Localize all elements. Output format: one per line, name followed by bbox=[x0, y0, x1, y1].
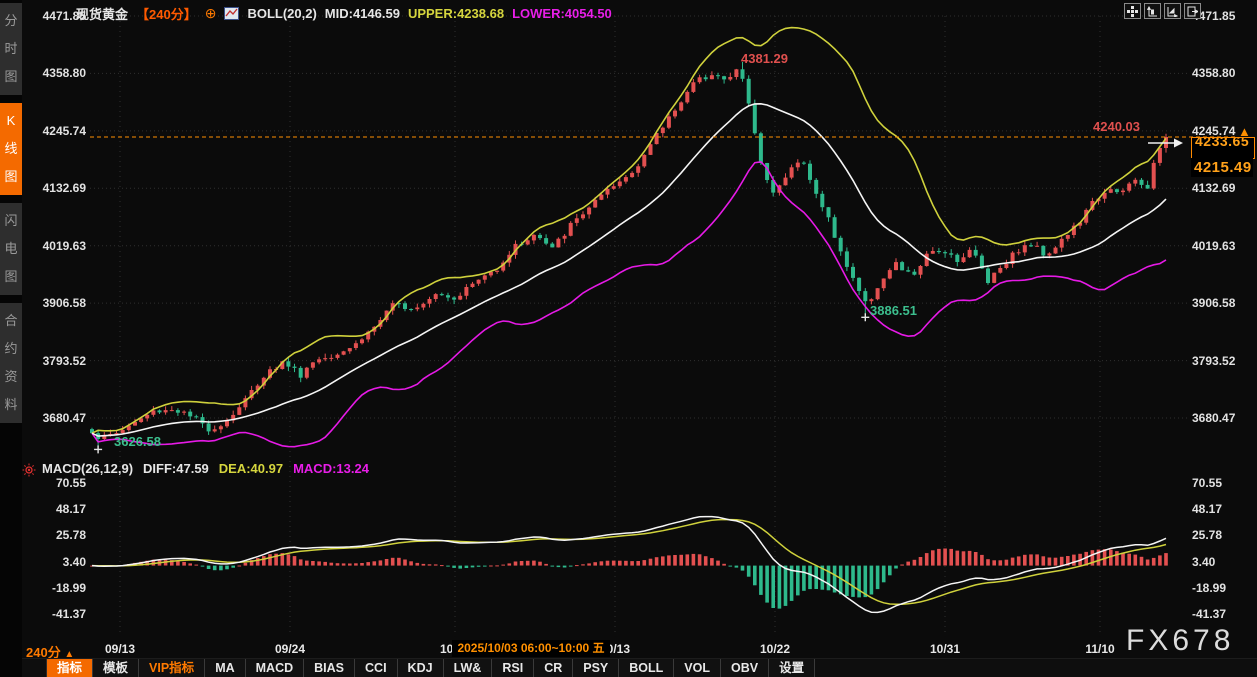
collapse-panel-icon[interactable] bbox=[1184, 3, 1201, 19]
indicator-button-obv[interactable]: OBV bbox=[721, 659, 770, 677]
axR-tick: 4471.85 bbox=[1192, 9, 1236, 23]
axR-tick: 3906.58 bbox=[1192, 296, 1236, 311]
time-axis-label: 10/31 bbox=[929, 642, 961, 656]
macd-diff-value: DIFF:47.59 bbox=[143, 461, 209, 476]
period-selector[interactable]: 240分 ▲ bbox=[26, 645, 75, 660]
boll-upper-value: UPPER:4238.68 bbox=[407, 5, 505, 21]
watermark: FX678 bbox=[1126, 624, 1235, 657]
axMr-tick: 70.55 bbox=[1192, 476, 1223, 490]
indicator-button-ma[interactable]: MA bbox=[205, 659, 246, 677]
axMl-tick: 3.40 bbox=[62, 554, 86, 569]
indicator-button-kdj[interactable]: KDJ bbox=[397, 659, 444, 677]
axMr-tick: 3.40 bbox=[1192, 554, 1216, 569]
indicator-button-rsi[interactable]: RSI bbox=[492, 659, 535, 677]
cursor-price-box: 4215.49 bbox=[1191, 158, 1253, 177]
macd-title: MACD(26,12,9) bbox=[42, 461, 134, 476]
toolbar-spacer bbox=[22, 659, 47, 677]
gridlines bbox=[90, 15, 1188, 632]
x-axis-scale-icon[interactable] bbox=[1164, 3, 1181, 19]
axL-tick: 4358.80 bbox=[42, 66, 86, 81]
indicator-button-lw[interactable]: LW& bbox=[443, 659, 493, 677]
annotation-recent-high: 4240.03 bbox=[1093, 119, 1140, 134]
crosshair-date-tooltip: 2025/10/03 06:00~10:00 五 bbox=[452, 640, 610, 657]
crosshair-move-icon[interactable] bbox=[1124, 3, 1141, 19]
period-caret-icon: ▲ bbox=[64, 649, 75, 660]
sidebar-tab-4[interactable]: 合约资料 bbox=[0, 303, 22, 423]
axL-tick: 3680.47 bbox=[42, 411, 86, 425]
boll-mid-value: MID:4146.59 bbox=[324, 5, 400, 21]
axMr-tick: 25.78 bbox=[1192, 528, 1223, 543]
indicator-button-cci[interactable]: CCI bbox=[355, 659, 398, 677]
macd-macd-value: MACD:13.24 bbox=[293, 461, 369, 476]
boll-indicator-label: BOLL(20,2) bbox=[247, 5, 317, 21]
axL-tick: 4245.74 bbox=[42, 123, 86, 138]
indicator-button-psy[interactable]: PSY bbox=[573, 659, 620, 677]
symbol-name: 现货黄金 bbox=[76, 6, 129, 22]
indicator-button-boll[interactable]: BOLL bbox=[619, 659, 675, 677]
y-axis-scale-icon[interactable] bbox=[1144, 3, 1161, 19]
axR-tick: 4245.74 bbox=[1192, 123, 1236, 138]
macd-panel bbox=[90, 515, 1168, 614]
last-price-arrow-icon: ▲ bbox=[1238, 124, 1251, 139]
axL-tick: 4019.63 bbox=[42, 238, 86, 253]
axL-tick: 3906.58 bbox=[42, 296, 86, 311]
axR-tick: 4358.80 bbox=[1192, 66, 1236, 81]
axMr-tick: -41.37 bbox=[1192, 607, 1227, 621]
axR-tick: 3793.52 bbox=[1192, 353, 1236, 368]
indicator-toolbar: 指标 模板 VIP指标 MA MACD BIAS CCI KDJ LW& RSI CR PSY BOLL… bbox=[22, 658, 1257, 677]
indicator-button-bias[interactable]: BIAS bbox=[304, 659, 356, 677]
boll-lower-value: LOWER:4054.50 bbox=[512, 5, 612, 21]
hot-indicator-icon bbox=[22, 463, 36, 477]
axL-tick: 4471.85 bbox=[42, 9, 86, 23]
annotation-low-mid: 3886.51 bbox=[870, 303, 917, 318]
time-axis-label: 10/22 bbox=[759, 642, 791, 656]
indicator-button-macd[interactable]: MACD bbox=[245, 659, 305, 677]
chart-header: 现货黄金 【240分】 ⊕ BOLL(20,2) MID:4146.59 UPP… bbox=[76, 4, 612, 22]
axR-tick: 4132.69 bbox=[1192, 181, 1236, 196]
chart-toolbar bbox=[1124, 3, 1201, 19]
indicator-button-vol[interactable]: VOL bbox=[674, 659, 721, 677]
axL-tick: 4132.69 bbox=[42, 181, 86, 196]
indicator-button-[interactable]: 设置 bbox=[769, 659, 816, 677]
axMl-tick: -18.99 bbox=[51, 580, 86, 595]
sidebar-tab-3[interactable]: 闪电图 bbox=[0, 203, 22, 295]
period-label: 【240分】 bbox=[136, 6, 197, 22]
axR-tick: 4019.63 bbox=[1192, 238, 1236, 253]
axMr-tick: -18.99 bbox=[1192, 580, 1227, 595]
annotation-peak-high: 4381.29 bbox=[741, 51, 788, 66]
candles bbox=[90, 62, 1168, 446]
axMr-tick: 48.17 bbox=[1192, 502, 1223, 517]
axMl-tick: -41.37 bbox=[51, 607, 86, 621]
indicator-thumbnail-icon[interactable] bbox=[224, 6, 240, 20]
footer-tab-1[interactable]: 指标 bbox=[47, 659, 94, 677]
time-axis-label: 11/10 bbox=[1085, 642, 1115, 656]
bollinger-bands bbox=[91, 26, 1167, 448]
macd-header: MACD(26,12,9) DIFF:47.59 DEA:40.97 MACD:… bbox=[42, 461, 369, 476]
compare-icon[interactable]: ⊕ bbox=[204, 5, 217, 21]
footer-tab-2[interactable]: 模板 bbox=[93, 659, 140, 677]
axL-tick: 3793.52 bbox=[42, 353, 86, 368]
indicator-button-cr[interactable]: CR bbox=[534, 659, 574, 677]
axMl-tick: 70.55 bbox=[55, 476, 86, 490]
axMl-tick: 48.17 bbox=[55, 502, 86, 517]
last-price-box: 4233.65 bbox=[1191, 137, 1255, 159]
chart-markers bbox=[94, 138, 1183, 454]
axMl-tick: 25.78 bbox=[55, 528, 86, 543]
sidebar-tab-1[interactable]: 分时图 bbox=[0, 3, 22, 95]
footer-tab-3[interactable]: VIP指标 bbox=[139, 659, 206, 677]
time-axis-label: 09/24 bbox=[274, 642, 306, 656]
axR-tick: 3680.47 bbox=[1192, 411, 1236, 425]
time-axis-label: 09/13 bbox=[104, 642, 136, 656]
annotation-low-left: 3626.58 bbox=[114, 434, 161, 449]
macd-dea-value: DEA:40.97 bbox=[218, 461, 284, 476]
